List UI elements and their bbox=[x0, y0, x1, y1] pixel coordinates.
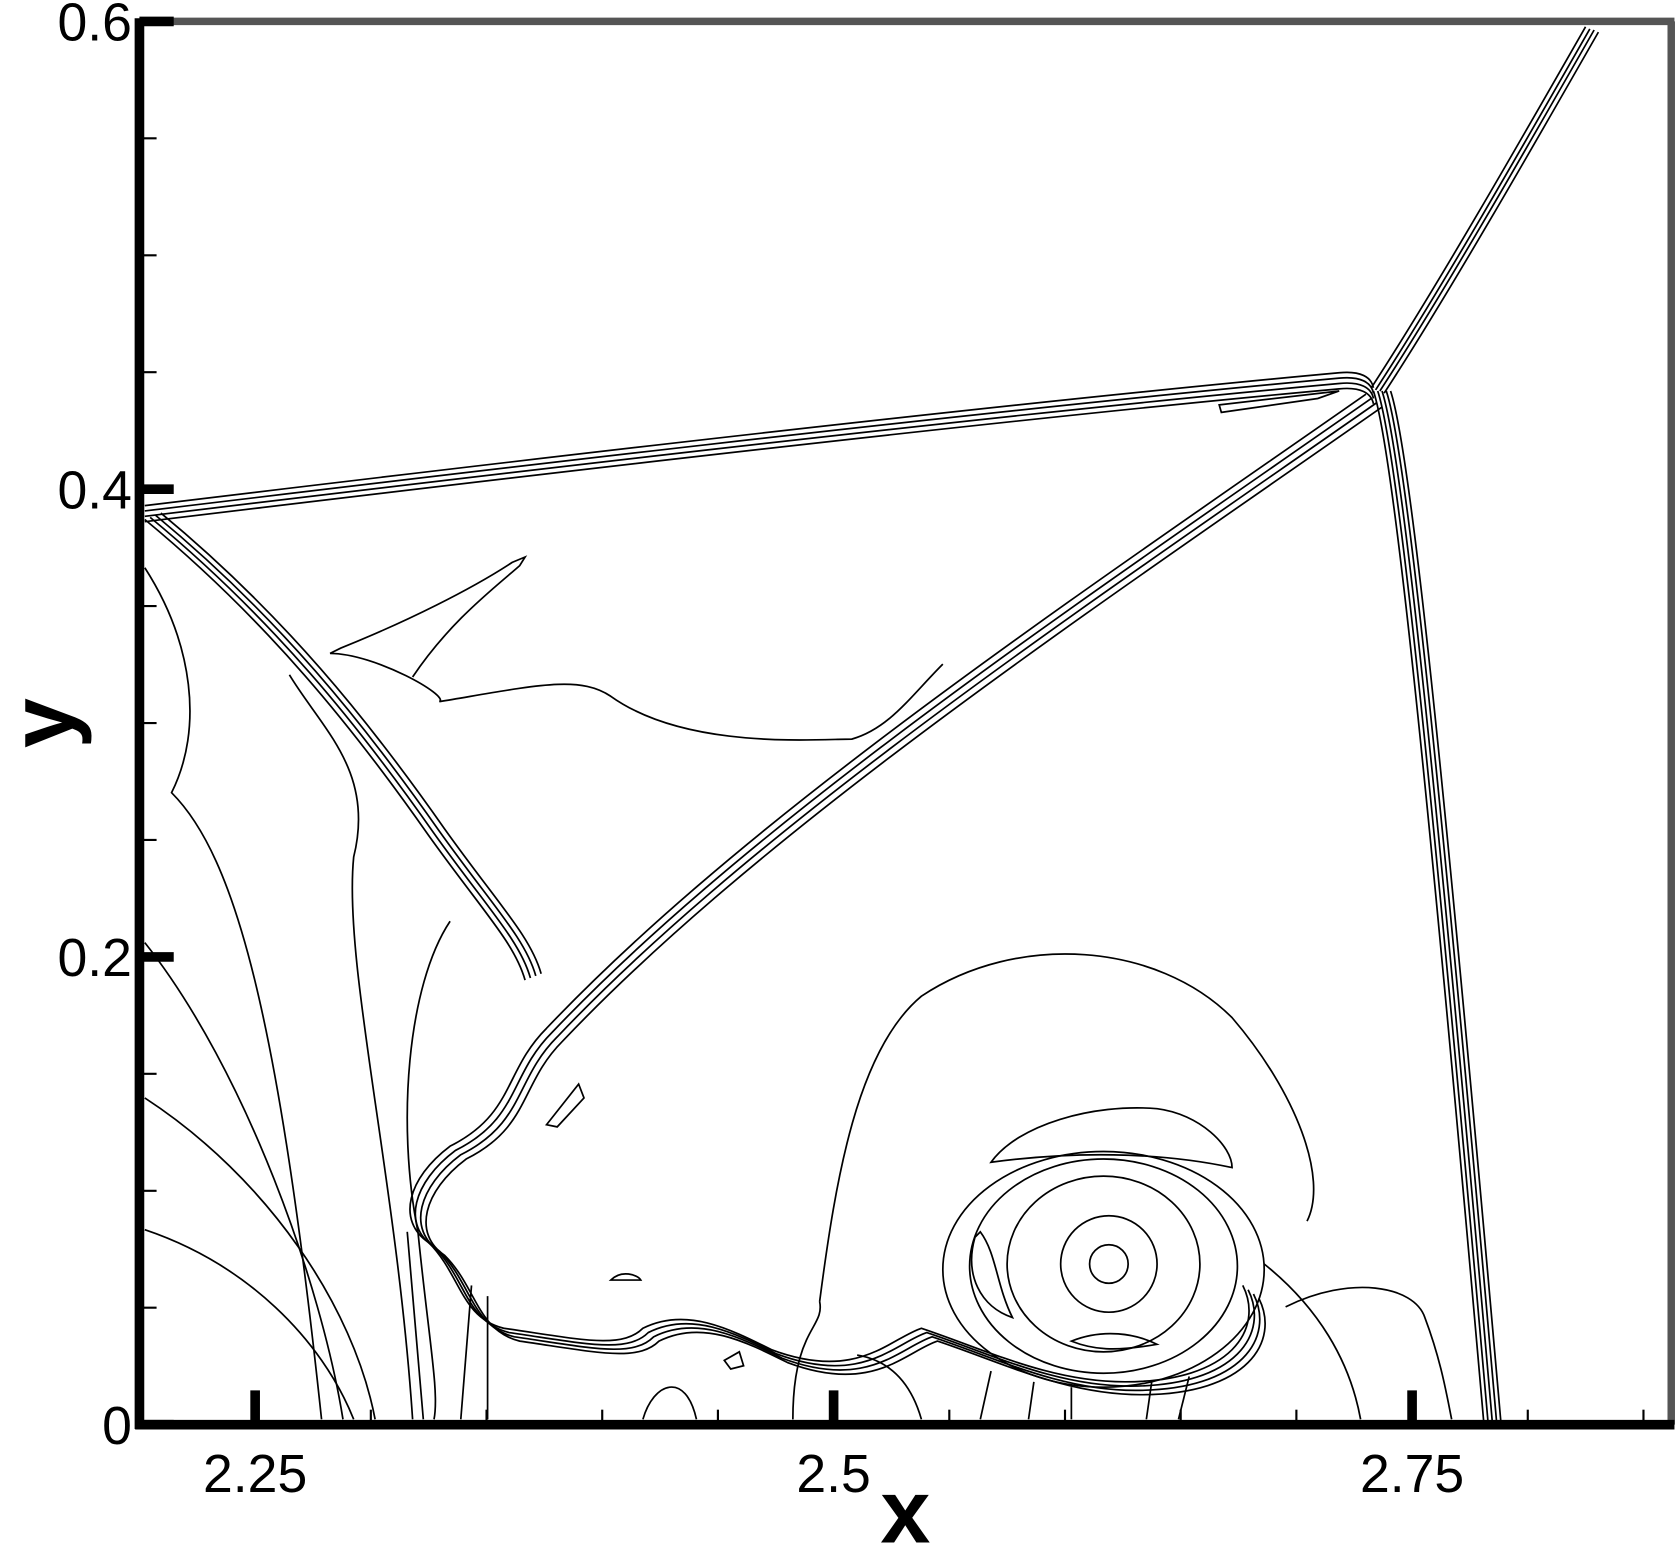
x-tick-label: 2.5 bbox=[796, 1445, 870, 1504]
x-tick-label: 2.25 bbox=[203, 1445, 307, 1504]
blob bbox=[329, 555, 944, 741]
fan bbox=[144, 567, 489, 1420]
x-tick-label: 2.75 bbox=[1360, 1445, 1464, 1504]
vortex bbox=[642, 953, 1453, 1420]
y-tick-label: 0.4 bbox=[58, 461, 132, 520]
y-tick-label: 0.2 bbox=[58, 929, 132, 988]
shock-top bbox=[143, 371, 1375, 523]
axes: 2.25 2.5 2.75 0 0.2 0.4 0.6 bbox=[58, 0, 1675, 1504]
shock-upper-right bbox=[1370, 26, 1600, 394]
contour-lines bbox=[143, 26, 1600, 1424]
y-axis-title: y bbox=[0, 698, 93, 748]
shock-vertical bbox=[1372, 390, 1502, 1424]
shock-diagonal bbox=[409, 393, 1383, 1396]
y-tick-label: 0.6 bbox=[58, 0, 132, 53]
shock-left bbox=[144, 512, 542, 981]
y-tick-label: 0 bbox=[102, 1397, 132, 1456]
x-axis-title: x bbox=[880, 1463, 930, 1550]
